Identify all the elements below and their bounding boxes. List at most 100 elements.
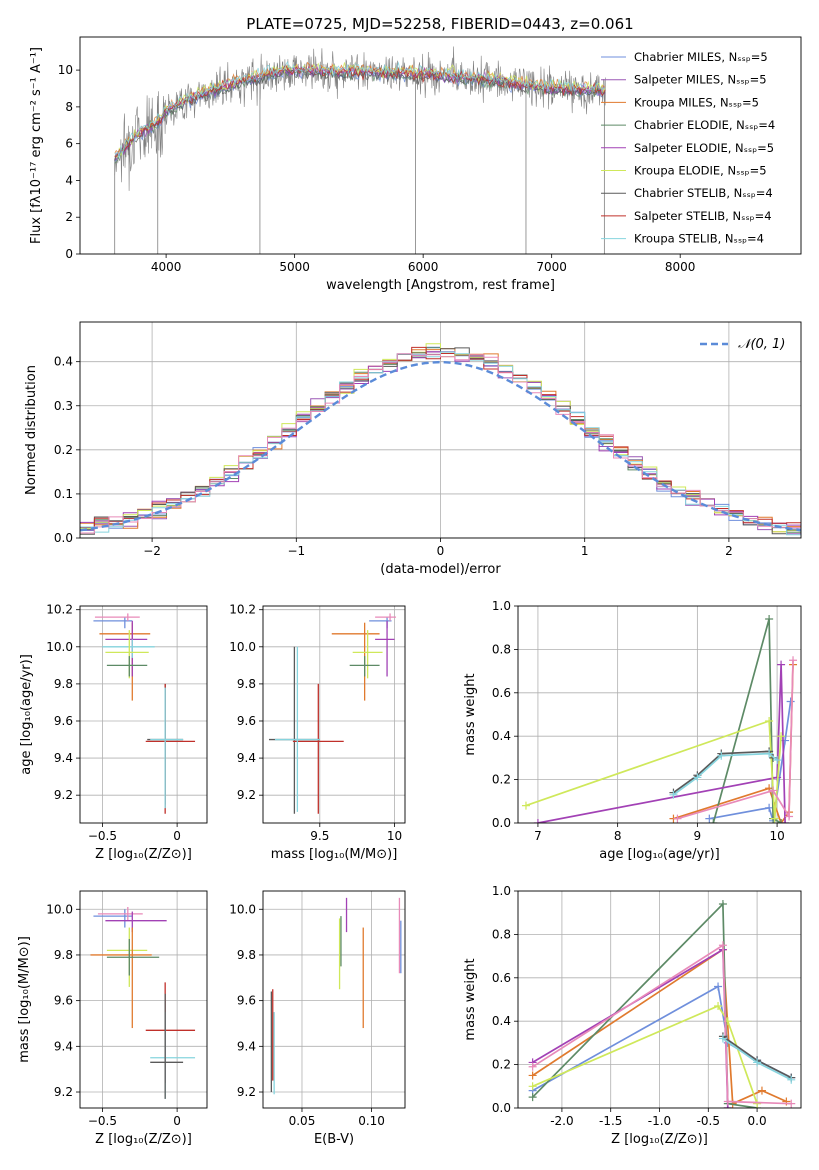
y-tick-label: 0.2 (492, 773, 511, 787)
plot-area (80, 322, 801, 538)
weight-marker (765, 803, 774, 812)
legend-label: 𝒩(0, 1) (738, 337, 785, 352)
model-line (114, 63, 606, 158)
weight-marker (786, 697, 795, 706)
y-tick-label: 9.8 (237, 948, 256, 962)
y-tick-label: 0.0 (492, 816, 511, 830)
weight-marker (785, 812, 794, 821)
errorbar-point (145, 683, 196, 814)
chart-mass-vs-Z: −0.5 0 9.2 9.4 9.6 9.8 10.0 Z [log₁₀(Z/Z⊙)] mass… (17, 890, 208, 1147)
x-tick-label: 8000 (665, 260, 696, 274)
y-tick-label: 9.2 (237, 788, 256, 802)
y-tick-label: 0.2 (492, 1058, 511, 1072)
y-tick-label: 9.6 (237, 714, 256, 728)
model-line (114, 65, 606, 162)
legend: Chabrier MILES, Nₛₛₚ=5 Salpeter MILES, Nₛ… (601, 50, 775, 246)
x-tick-label: 0 (173, 829, 181, 843)
errorbar-point (369, 617, 392, 629)
y-tick-label: 0.6 (492, 686, 511, 700)
errorbar-point (375, 613, 397, 621)
errorbar-point (99, 622, 151, 701)
plot-area (518, 891, 801, 1108)
axes-frame (262, 890, 406, 1109)
y-tick-label: 10 (58, 63, 73, 77)
errorbar-point (292, 683, 344, 814)
errorbar-point (150, 687, 184, 809)
legend-label: Kroupa MILES, Nₛₛₚ=5 (634, 95, 759, 109)
x-axis-label: Z [log₁₀(Z/Z⊙)] (95, 1132, 192, 1147)
x-tick-label: 9 (694, 829, 702, 843)
weight-marker (757, 1086, 766, 1095)
x-tick-label: -0.5 (697, 1114, 720, 1128)
histogram-step (80, 353, 801, 534)
weight-marker (753, 1099, 762, 1108)
y-tick-label: 0.8 (492, 927, 511, 941)
y-tick-label: 9.4 (54, 751, 73, 765)
weight-line (672, 752, 778, 796)
x-tick-label: −0.5 (88, 1114, 117, 1128)
weight-marker (528, 1093, 537, 1102)
x-tick-label: -2.0 (550, 1114, 573, 1128)
weight-marker (753, 1058, 762, 1067)
legend-label: Salpeter MILES, Nₛₛₚ=5 (634, 73, 767, 87)
errorbar-point (150, 1012, 196, 1099)
weight-marker (528, 1071, 537, 1080)
y-tick-label: 0.2 (54, 443, 73, 457)
weight-marker (709, 819, 718, 823)
legend-label: Chabrier STELIB, Nₛₛₚ=4 (634, 186, 773, 200)
model-line (114, 61, 606, 154)
axes-frame (79, 321, 802, 539)
chart-mass-vs-ebv: 0.05 0.10 9.2 9.4 9.6 9.8 10.0 E(B-V) (229, 890, 406, 1147)
y-tick-label: 0.4 (492, 1014, 511, 1028)
axes-frame (79, 890, 208, 1109)
plot-area (80, 891, 207, 1108)
weight-marker (765, 749, 774, 758)
y-axis-label: Normed distribution (24, 365, 39, 495)
errorbar-point (349, 656, 380, 677)
y-tick-label: 6 (65, 137, 73, 151)
y-tick-label: 10.2 (46, 603, 73, 617)
x-tick-label: −0.5 (88, 829, 117, 843)
model-line (114, 60, 606, 159)
weight-marker (773, 756, 782, 765)
y-axis-label: age [log₁₀(age/yr)] (19, 654, 34, 775)
axes-frame (79, 605, 208, 824)
y-tick-label: 1.0 (492, 884, 511, 898)
y-tick-label: 0.4 (492, 729, 511, 743)
errorbar-point (106, 938, 160, 976)
errorbar-point (105, 630, 149, 679)
y-tick-label: 10.2 (229, 603, 256, 617)
errorbar-point (102, 639, 155, 658)
weight-marker (669, 790, 678, 799)
errorbar-point (268, 646, 320, 814)
y-tick-label: 0 (65, 247, 73, 261)
y-tick-label: 0.0 (492, 1101, 511, 1115)
x-axis-label: Z [log₁₀(Z/Z⊙)] (611, 1132, 708, 1147)
y-tick-label: 0.6 (492, 971, 511, 985)
weight-marker (693, 773, 702, 782)
y-tick-label: 9.6 (237, 994, 256, 1008)
x-tick-label: 4000 (151, 260, 182, 274)
weight-marker (528, 1082, 537, 1091)
axes-frame (79, 36, 802, 255)
legend-label: Salpeter ELODIE, Nₛₛₚ=5 (634, 141, 774, 155)
y-axis-label: mass weight (463, 958, 478, 1040)
x-tick-label: -1.0 (648, 1114, 671, 1128)
chart-mass-weight-vs-age: 7 8 9 10 0.0 0.2 0.4 0.6 0.8 1.0 age [log₁₀(age/yr… (463, 599, 802, 862)
chart-residuals: −2 −1 0 1 2 0.0 0.1 0.2 0.3 0.4 (data-model)/error… (24, 321, 802, 577)
chart-spectrum: 4000 5000 6000 7000 8000 0 2 4 6 8 10 wavelength [A… (29, 36, 802, 293)
weight-marker (714, 982, 723, 991)
weight-marker (717, 751, 726, 760)
plot-area (518, 606, 801, 823)
errorbar-point (145, 982, 196, 1083)
plot-area (263, 891, 405, 1108)
x-tick-label: 0.0 (748, 1114, 767, 1128)
y-tick-label: 0.3 (54, 399, 73, 413)
errorbar-point (105, 620, 148, 677)
legend-label: Chabrier ELODIE, Nₛₛₚ=4 (634, 118, 775, 132)
x-axis-label: age [log₁₀(age/yr)] (599, 847, 720, 862)
x-axis-label: wavelength [Angstrom, rest frame] (326, 278, 555, 293)
legend-label: Salpeter STELIB, Nₛₛₚ=4 (634, 209, 772, 223)
y-tick-label: 0.8 (492, 642, 511, 656)
